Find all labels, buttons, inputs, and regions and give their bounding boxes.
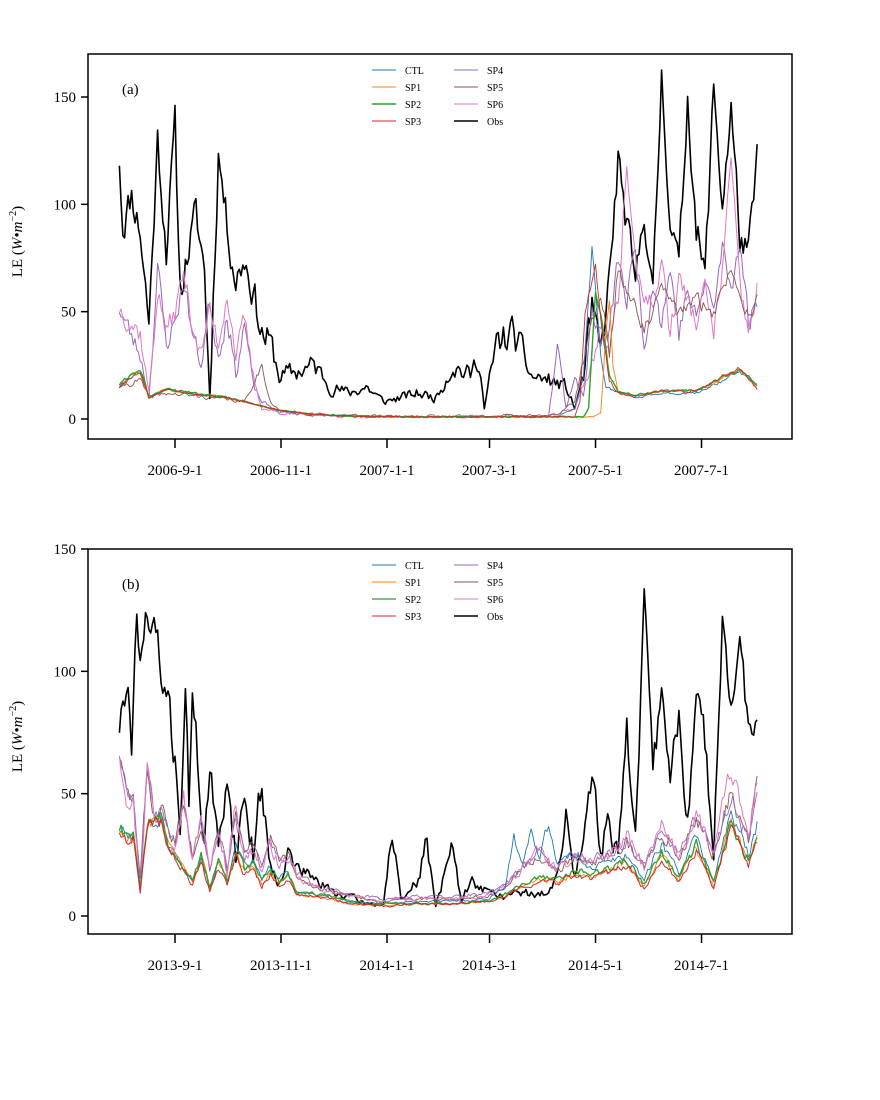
legend-item-sp4: SP4: [454, 561, 503, 572]
legend-label: SP4: [487, 561, 503, 572]
legend-item-sp1: SP1: [372, 578, 421, 589]
panel-b: 0 50 100 150 2013-9-1 2013-11-1 2014-1-1 2014-…: [8, 542, 793, 974]
y-axis-label-unit: W•m: [10, 716, 26, 745]
y-axis-label-main: LE (: [10, 745, 26, 772]
legend-item-sp4: SP4: [454, 66, 503, 77]
y-tick-label: 100: [54, 664, 77, 680]
legend-label: SP6: [487, 100, 503, 111]
legend-label: SP3: [405, 117, 421, 128]
x-axis: 2006-9-1 2006-11-1 2007-1-1 2007-3-1 2007-5-…: [148, 439, 729, 479]
plot-frame: [87, 548, 793, 935]
legend-label: SP1: [405, 83, 421, 94]
series-line-ctl: [119, 810, 758, 905]
x-tick-label: 2014-3-1: [462, 958, 517, 974]
series-line-sp5: [119, 758, 758, 903]
legend-label: Obs: [487, 117, 503, 128]
series-line-obs: [118, 69, 758, 410]
legend-item-sp3: SP3: [372, 117, 421, 128]
legend-item-obs: Obs: [454, 117, 503, 128]
x-tick-label: 2013-9-1: [148, 958, 203, 974]
series-layer: [118, 69, 758, 419]
y-axis-label: LE (W•m−2): [8, 701, 26, 772]
y-axis-label-main: LE (: [10, 250, 26, 277]
y-tick-label: 0: [69, 412, 77, 428]
legend-item-sp6: SP6: [454, 595, 503, 606]
legend-item-sp3: SP3: [372, 612, 421, 623]
x-tick-label: 2006-11-1: [250, 463, 312, 479]
x-tick-label: 2014-7-1: [674, 958, 729, 974]
y-tick-label: 50: [61, 305, 76, 321]
y-axis: 0 50 100 150: [54, 542, 88, 925]
x-tick-label: 2014-5-1: [568, 958, 623, 974]
x-tick-label: 2007-7-1: [674, 463, 729, 479]
panel-label: (a): [122, 82, 139, 98]
plot-frame: [87, 53, 793, 440]
y-tick-label: 100: [54, 197, 77, 213]
y-axis-label: LE (W•m−2): [8, 206, 26, 277]
x-tick-label: 2007-1-1: [360, 463, 415, 479]
y-tick-label: 150: [54, 90, 77, 106]
x-tick-label: 2013-11-1: [250, 958, 312, 974]
legend-label: SP6: [487, 595, 503, 606]
x-tick-label: 2007-3-1: [462, 463, 517, 479]
series-layer: [118, 587, 758, 908]
x-tick-label: 2006-9-1: [148, 463, 203, 479]
series-line-sp6: [118, 157, 758, 419]
legend-label: SP2: [405, 595, 421, 606]
y-axis-label-unit: W•m: [10, 221, 26, 250]
legend: CTL SP1 SP2 SP3 SP4 SP5 SP6 Obs: [372, 561, 503, 623]
legend-label: SP1: [405, 578, 421, 589]
series-line-obs: [118, 587, 758, 908]
y-axis-label-exp: −2: [8, 706, 19, 717]
y-axis-label-close: ): [10, 206, 26, 211]
legend-item-ctl: CTL: [372, 66, 424, 77]
y-tick-label: 0: [69, 909, 77, 925]
legend-item-sp6: SP6: [454, 100, 503, 111]
x-tick-label: 2014-1-1: [360, 958, 415, 974]
legend-item-sp5: SP5: [454, 83, 503, 94]
legend-label: SP2: [405, 100, 421, 111]
series-line-sp3: [118, 816, 758, 908]
legend-label: SP4: [487, 66, 503, 77]
legend-label: CTL: [405, 66, 424, 77]
panel-a: 0 50 100 150 2006-9-1 2006-11-1 2007-1-1 2007-…: [8, 53, 793, 479]
y-axis-label-exp: −2: [8, 211, 19, 222]
legend-item-sp1: SP1: [372, 83, 421, 94]
legend-item-sp5: SP5: [454, 578, 503, 589]
legend: CTL SP1 SP2 SP3 SP4 SP5 SP6 Obs: [372, 66, 503, 128]
y-axis-label-close: ): [10, 701, 26, 706]
y-axis: 0 50 100 150: [54, 90, 88, 428]
legend-label: SP5: [487, 83, 503, 94]
legend-label: SP3: [405, 612, 421, 623]
y-tick-label: 150: [54, 542, 77, 558]
legend-label: Obs: [487, 612, 503, 623]
x-tick-label: 2007-5-1: [568, 463, 623, 479]
series-line-sp2: [118, 291, 758, 419]
panel-label: (b): [122, 577, 140, 593]
series-line-sp6: [118, 756, 758, 903]
x-axis: 2013-9-1 2013-11-1 2014-1-1 2014-3-1 2014-5-…: [148, 934, 729, 974]
legend-label: SP5: [487, 578, 503, 589]
legend-item-ctl: CTL: [372, 561, 424, 572]
legend-item-sp2: SP2: [372, 595, 421, 606]
y-tick-label: 50: [61, 787, 76, 803]
series-line-sp4: [118, 755, 758, 902]
legend-item-sp2: SP2: [372, 100, 421, 111]
legend-label: CTL: [405, 561, 424, 572]
series-line-sp3: [119, 263, 758, 418]
series-line-sp2: [118, 812, 758, 906]
legend-item-obs: Obs: [454, 612, 503, 623]
series-line-sp1: [119, 300, 758, 419]
